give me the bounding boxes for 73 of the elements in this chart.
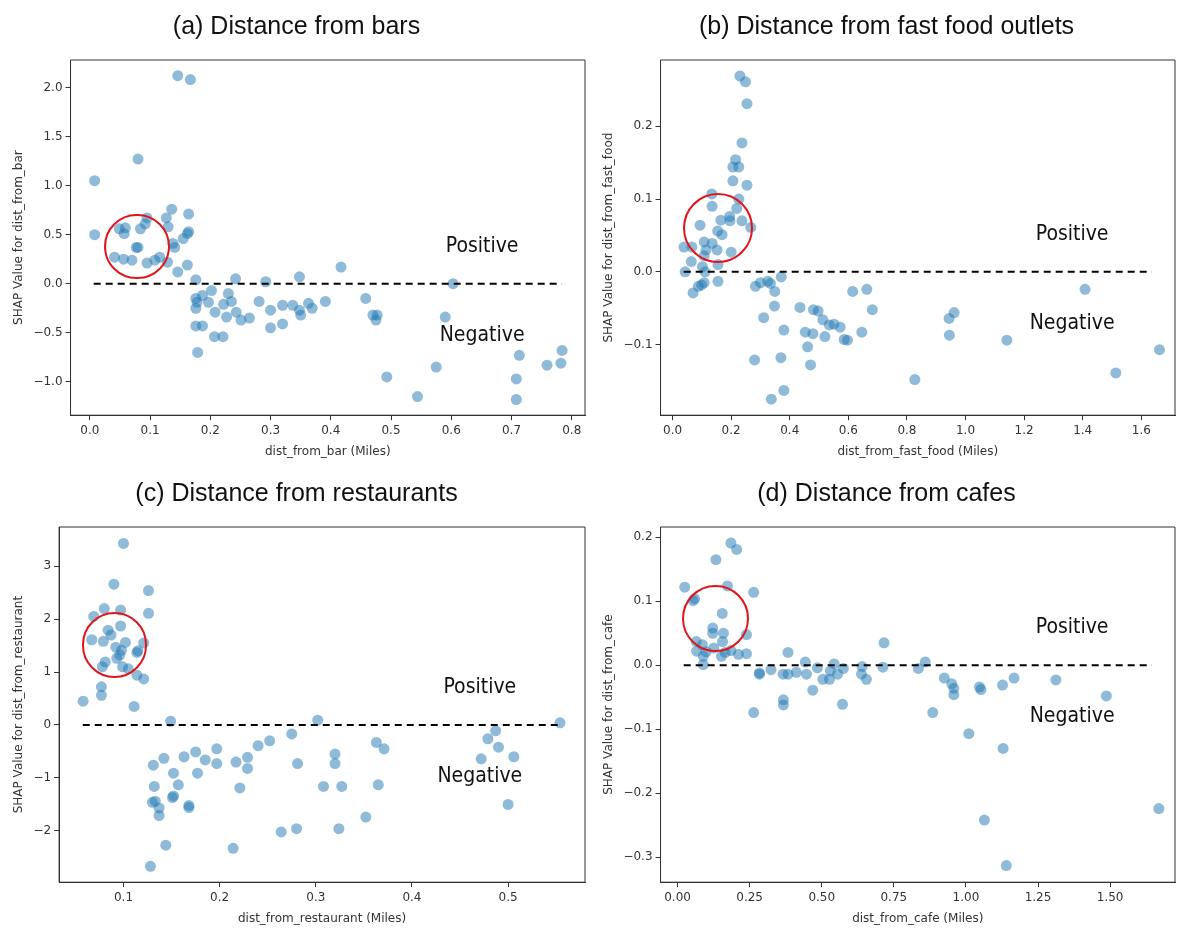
y-tick-label: 0.0 [43,275,63,290]
x-tick-label: 0.2 [721,422,741,437]
x-tick-label: 1.50 [1096,889,1124,904]
x-tick-label: 1.4 [1073,422,1093,437]
x-axis-title: dist_from_cafe (Miles) [852,910,984,925]
y-tick-label: −0.5 [33,324,63,339]
annotation: Negative [437,762,523,787]
y-tick-label: 0.5 [43,226,63,241]
chart-title: (c) Distance from restaurants [135,477,458,506]
annotation: Positive [445,232,519,257]
x-tick-label: 0.6 [441,422,461,437]
x-tick-label: 1.6 [1131,422,1151,437]
x-tick-label: 0.75 [880,889,908,904]
y-axis-title: SHAP Value for dist_from_cafe [601,614,616,795]
y-tick-label: −0.3 [623,849,653,864]
x-tick-label: 0.1 [113,889,134,904]
x-tick-label: 0.4 [402,889,422,904]
x-tick-label: 0.5 [498,889,518,904]
annotation: Negative [1029,703,1115,728]
y-tick-label: −1.0 [33,373,63,388]
x-tick-label: 0.50 [808,889,836,904]
x-tick-label: 0.0 [80,422,100,437]
x-tick-label: 0.5 [381,422,401,437]
x-tick-label: 0.00 [664,889,691,904]
y-axis-title: SHAP Value for dist_from_bar [11,150,26,325]
annotation: Positive [1035,220,1109,245]
y-tick-label: 0.1 [633,191,653,206]
y-tick-label: 1.0 [43,177,63,192]
x-tick-label: 0.0 [663,422,683,437]
x-tick-label: 0.3 [260,422,281,437]
y-tick-label: −1 [33,770,52,785]
chart-title: (d) Distance from cafes [757,477,1016,506]
chart-title: (b) Distance from fast food outlets [698,10,1075,39]
y-tick-label: 0.0 [633,263,653,278]
y-tick-label: 0.0 [633,657,653,672]
x-tick-label: 0.4 [321,422,341,437]
annotation: Positive [1035,614,1109,639]
y-tick-label: 2.0 [43,79,63,94]
y-axis-title: SHAP Value for dist_from_fast_food [601,132,616,343]
x-tick-label: 1.2 [1014,422,1034,437]
y-tick-label: 0.1 [633,593,653,608]
x-tick-label: 0.2 [210,889,230,904]
x-tick-label: 0.1 [140,422,160,437]
x-tick-label: 0.6 [838,422,858,437]
x-tick-label: 1.00 [952,889,980,904]
y-tick-label: 2 [43,611,52,626]
y-tick-label: 3 [43,558,52,573]
y-tick-label: −2 [33,822,52,837]
annotation: Positive [443,674,517,699]
x-tick-label: 0.4 [780,422,800,437]
x-tick-label: 0.25 [736,889,764,904]
x-tick-label: 0.8 [897,422,917,437]
y-tick-label: 0.2 [633,529,653,544]
y-axis-title: SHAP Value for dist_from_restaurant [11,595,26,814]
y-tick-label: 0.2 [633,118,653,133]
y-tick-label: 0 [43,717,52,732]
y-tick-label: −0.2 [623,785,653,800]
x-tick-label: 0.7 [501,422,522,437]
x-tick-label: 1.0 [955,422,976,437]
chart-title: (a) Distance from bars [172,10,421,39]
x-axis-title: dist_from_restaurant (Miles) [237,910,407,925]
x-axis-title: dist_from_fast_food (Miles) [837,443,999,458]
y-tick-label: 1 [43,664,52,679]
x-axis-title: dist_from_bar (Miles) [264,443,391,458]
y-tick-label: 1.5 [43,128,63,143]
y-tick-label: −0.1 [623,721,653,736]
x-tick-label: 1.25 [1024,889,1052,904]
annotation: Negative [1029,309,1115,334]
annotation: Negative [439,321,525,346]
x-tick-label: 0.2 [200,422,220,437]
x-tick-label: 0.3 [306,889,326,904]
y-tick-label: −0.1 [623,336,653,351]
x-tick-label: 0.8 [562,422,582,437]
